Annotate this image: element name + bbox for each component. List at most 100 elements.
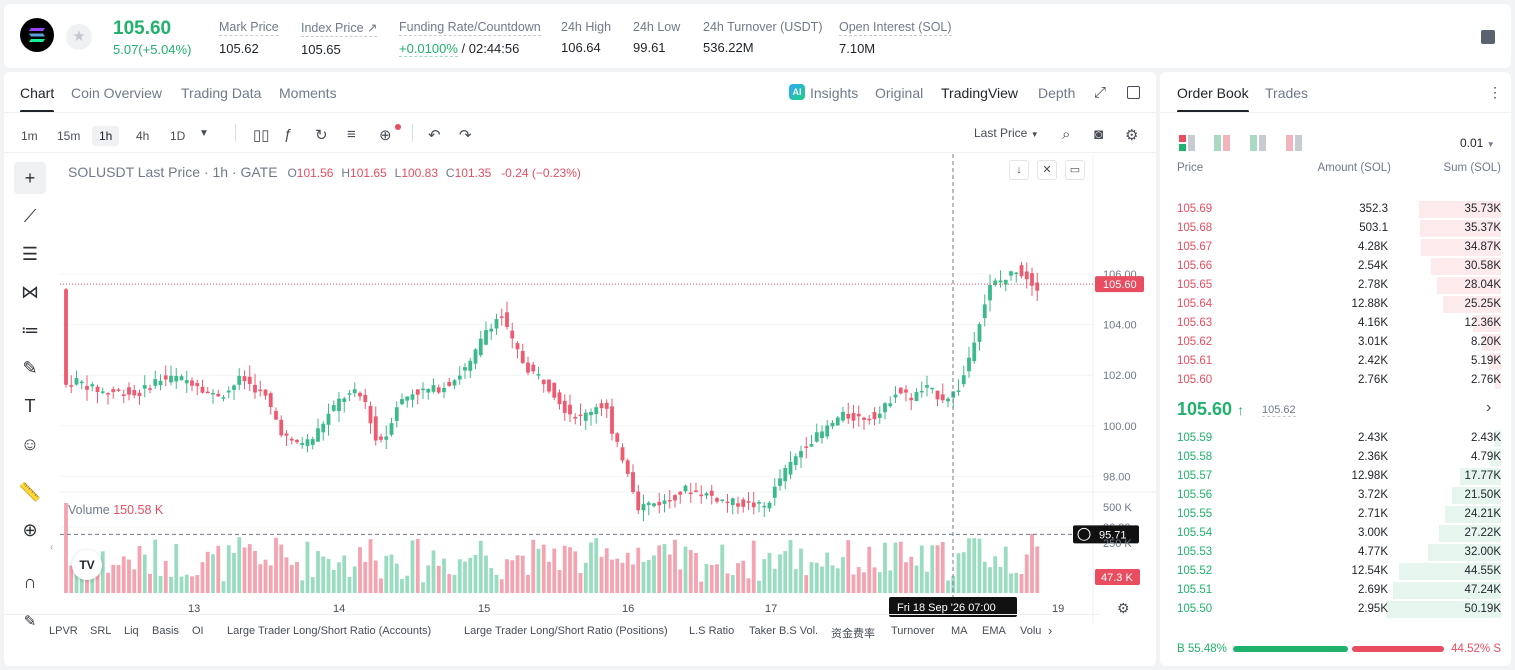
ask-row[interactable]: 105.60 2.76K 2.76K: [1160, 371, 1511, 390]
ask-row[interactable]: 105.66 2.54K 30.58K: [1160, 257, 1511, 276]
tab-depth[interactable]: Depth: [1038, 85, 1076, 101]
ask-row[interactable]: 105.68 503.1 35.37K: [1160, 219, 1511, 238]
stat-index-price[interactable]: Index Price ↗ 105.65: [301, 20, 378, 57]
indicator-toggle[interactable]: OI: [192, 625, 204, 637]
indicator-toggle[interactable]: 资金费率: [831, 628, 875, 640]
tab-coin-overview[interactable]: Coin Overview: [71, 85, 163, 101]
bid-row[interactable]: 105.56 3.72K 21.50K: [1160, 486, 1511, 505]
ask-row[interactable]: 105.67 4.28K 34.87K: [1160, 238, 1511, 257]
collapse-icon[interactable]: ✕: [1037, 160, 1057, 180]
tradingview-logo-icon[interactable]: TV: [72, 550, 102, 580]
zoom-in-tool-icon[interactable]: ⊕: [22, 520, 38, 540]
ask-row[interactable]: 105.62 3.01K 8.20K: [1160, 333, 1511, 352]
indicator-toggle[interactable]: Turnover: [891, 625, 935, 637]
interval-15m[interactable]: 15m: [57, 129, 81, 143]
redo-icon[interactable]: ↷: [459, 127, 472, 144]
horizontal-lines-tool-icon[interactable]: ☰: [21, 244, 39, 264]
tab-chart[interactable]: Chart: [20, 85, 55, 113]
indicator-toggle[interactable]: Large Trader Long/Short Ratio (Accounts): [227, 625, 432, 637]
interval-1h[interactable]: 1h: [92, 126, 120, 146]
bid-row[interactable]: 105.50 2.95K 50.19K: [1160, 600, 1511, 619]
collapse-toolbar-icon[interactable]: ‹: [50, 542, 54, 553]
bid-row[interactable]: 105.53 4.77K 32.00K: [1160, 543, 1511, 562]
emoji-tool-icon[interactable]: ☺: [20, 434, 40, 454]
undo-icon[interactable]: ↶: [428, 127, 441, 144]
stat-funding-rate[interactable]: Funding Rate/Countdown +0.0100% / 02:44:…: [399, 20, 541, 57]
guide-book-icon[interactable]: [1481, 30, 1495, 44]
expand-icon[interactable]: ⤢: [1094, 84, 1107, 101]
brush-tool-icon[interactable]: ✎: [22, 358, 38, 378]
templates-icon[interactable]: ≡: [347, 126, 356, 143]
crosshair-tool-icon[interactable]: +: [14, 162, 46, 194]
stat-mark-price[interactable]: Mark Price 105.62: [219, 20, 279, 56]
bid-sum: 2.43K: [1470, 432, 1501, 444]
trend-line-tool-icon[interactable]: ⟋: [23, 206, 37, 226]
precision-select[interactable]: 0.01 ▼: [1460, 136, 1495, 150]
bid-row[interactable]: 105.58 2.36K 4.79K: [1160, 448, 1511, 467]
scroll-down-icon[interactable]: ↓: [1009, 160, 1029, 180]
bid-row[interactable]: 105.55 2.71K 24.21K: [1160, 505, 1511, 524]
view-bids-icon[interactable]: [1250, 135, 1266, 151]
view-asks-icon[interactable]: [1286, 135, 1302, 151]
restore-icon[interactable]: ▭: [1065, 160, 1085, 180]
tab-trades[interactable]: Trades: [1265, 85, 1309, 101]
interval-4h[interactable]: 4h: [136, 129, 150, 143]
indicators-icon[interactable]: ƒ: [284, 126, 293, 143]
view-asks-bids-icon[interactable]: [1214, 135, 1230, 151]
pencil-tool-icon[interactable]: ✎: [23, 613, 37, 630]
refresh-icon[interactable]: ↻: [315, 127, 328, 144]
ask-row[interactable]: 105.64 12.88K 25.25K: [1160, 295, 1511, 314]
add-alert-icon[interactable]: [1077, 527, 1091, 541]
ask-row[interactable]: 105.69 352.3 35.73K: [1160, 200, 1511, 219]
interval-dropdown-icon[interactable]: ▼: [199, 128, 209, 139]
tab-order-book[interactable]: Order Book: [1177, 85, 1249, 113]
gear-icon[interactable]: ⚙: [1125, 127, 1139, 144]
fib-tool-icon[interactable]: ≔: [21, 320, 39, 340]
bid-row[interactable]: 105.54 3.00K 27.22K: [1160, 524, 1511, 543]
tab-trading-data[interactable]: Trading Data: [181, 85, 262, 101]
fullscreen-icon[interactable]: [1127, 86, 1140, 99]
candle-type-icon[interactable]: ▯▯: [253, 127, 270, 144]
tab-original[interactable]: Original: [875, 85, 924, 101]
camera-icon[interactable]: ◙: [1094, 126, 1104, 143]
ask-row[interactable]: 105.63 4.16K 12.36K: [1160, 314, 1511, 333]
interval-1m[interactable]: 1m: [21, 129, 38, 143]
indicator-toggle[interactable]: Liq: [124, 625, 139, 637]
indicator-toggle[interactable]: SRL: [90, 625, 112, 637]
ruler-tool-icon[interactable]: 📏: [18, 482, 42, 502]
price-type-select[interactable]: Last Price ▼: [974, 126, 1039, 140]
indicator-toggle[interactable]: MA: [951, 625, 968, 637]
indicator-toggle[interactable]: LPVR: [49, 625, 78, 637]
bid-row[interactable]: 105.52 12.54K 44.55K: [1160, 562, 1511, 581]
indicator-toggle[interactable]: Basis: [152, 625, 179, 637]
bid-row[interactable]: 105.59 2.43K 2.43K: [1160, 429, 1511, 448]
axis-settings-icon[interactable]: ⚙: [1117, 600, 1130, 616]
magnet-tool-icon[interactable]: ∩: [23, 572, 37, 592]
search-icon[interactable]: ⌕: [1062, 126, 1071, 143]
candlestick-chart[interactable]: 106.00104.00102.00100.0098.0096.00105.60…: [60, 154, 1156, 624]
chevron-right-icon[interactable]: ›: [1048, 623, 1053, 638]
bid-row[interactable]: 105.57 12.98K 17.77K: [1160, 467, 1511, 486]
ask-row[interactable]: 105.61 2.42K 5.19K: [1160, 352, 1511, 371]
text-tool-icon[interactable]: T: [24, 396, 36, 416]
indicator-toggle[interactable]: Large Trader Long/Short Ratio (Positions…: [464, 625, 668, 637]
volume-bar: [1019, 574, 1024, 593]
add-indicator-icon[interactable]: ⊕: [379, 127, 392, 144]
indicator-toggle[interactable]: EMA: [982, 625, 1006, 637]
ask-row[interactable]: 105.65 2.78K 28.04K: [1160, 276, 1511, 295]
candle-body: [1019, 265, 1024, 277]
tab-moments[interactable]: Moments: [279, 85, 337, 101]
stat-open-interest[interactable]: Open Interest (SOL) 7.10M: [839, 20, 952, 56]
favorite-star-icon[interactable]: ★: [66, 24, 92, 50]
view-both-icon[interactable]: [1179, 135, 1195, 151]
pattern-tool-icon[interactable]: ⋈: [21, 282, 39, 302]
bid-row[interactable]: 105.51 2.69K 47.24K: [1160, 581, 1511, 600]
more-icon[interactable]: ⋮: [1488, 84, 1502, 100]
interval-1d[interactable]: 1D: [170, 129, 186, 143]
tab-insights[interactable]: Insights: [810, 85, 859, 101]
tab-tradingview[interactable]: TradingView: [941, 85, 1019, 101]
indicator-toggle[interactable]: L.S Ratio: [689, 625, 735, 637]
indicator-toggle[interactable]: Taker B.S Vol.: [749, 625, 819, 637]
indicator-toggle[interactable]: Volu: [1020, 625, 1042, 637]
chevron-right-icon[interactable]: ›: [1486, 399, 1492, 416]
